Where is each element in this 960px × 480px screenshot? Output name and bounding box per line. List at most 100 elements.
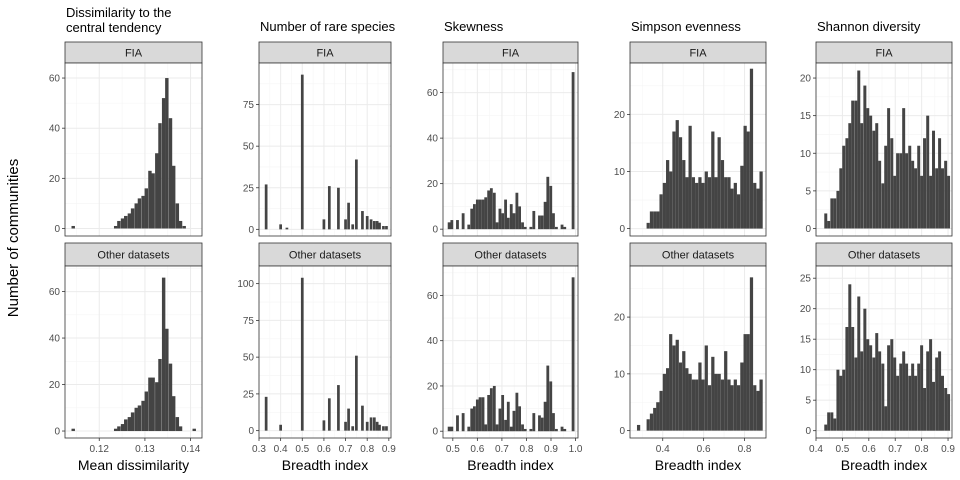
- column-title-line: Shannon diversity: [817, 19, 921, 34]
- histogram-bar: [165, 78, 169, 229]
- facet-strip-label: FIA: [689, 48, 707, 60]
- y-tick-label: 15: [800, 335, 812, 346]
- histogram-bar: [902, 108, 906, 229]
- histogram-bar: [854, 357, 858, 431]
- panel-fia: FIA 0 25 50 75: [243, 41, 392, 237]
- histogram-bar: [711, 131, 715, 229]
- histogram-bar: [155, 153, 159, 229]
- y-tick-label: 20: [49, 380, 61, 391]
- histogram-bar: [552, 413, 555, 432]
- histogram-bar: [264, 184, 268, 230]
- histogram-bar: [666, 368, 670, 431]
- histogram-bar: [347, 202, 350, 230]
- y-tick-label: 0: [432, 225, 438, 236]
- histogram-bar: [504, 419, 508, 432]
- histogram-bar: [141, 195, 145, 229]
- histogram-bar: [487, 190, 491, 230]
- histogram-bar: [473, 204, 476, 230]
- histogram-bar: [672, 131, 676, 229]
- panel-border: [258, 62, 392, 237]
- histogram-bar: [484, 424, 488, 432]
- histogram-bar: [171, 396, 176, 432]
- histogram-bar: [512, 410, 516, 432]
- panel-border: [64, 62, 203, 237]
- histogram-bar: [727, 379, 731, 431]
- y-tick-label: 20: [800, 304, 812, 315]
- histogram-bar: [549, 185, 553, 230]
- y-tick-label: 60: [49, 74, 61, 85]
- histogram-bar: [327, 398, 331, 431]
- y-tick-label: 20: [614, 313, 626, 324]
- histogram-bar: [355, 159, 358, 230]
- histogram-bar: [917, 145, 921, 229]
- histogram-bar: [456, 220, 459, 230]
- histogram-bar: [878, 160, 882, 229]
- column-title-line: Number of rare species: [260, 19, 396, 34]
- histogram-bar: [521, 222, 524, 230]
- histogram-bar: [571, 277, 575, 432]
- histogram-bar: [501, 213, 505, 230]
- histogram-bar: [509, 426, 513, 432]
- histogram-bar: [875, 123, 879, 229]
- x-axis-title: Breadth index: [841, 457, 927, 473]
- histogram-bar: [554, 428, 558, 432]
- histogram-bar: [506, 401, 510, 432]
- histogram-bar: [151, 173, 155, 229]
- y-tick-label: 0: [54, 427, 60, 438]
- histogram-bar: [932, 381, 936, 431]
- histogram-bar: [830, 198, 834, 229]
- histogram-bar: [264, 396, 268, 431]
- histogram-bar: [717, 373, 721, 431]
- histogram-bar: [137, 405, 142, 432]
- histogram-bar: [127, 417, 132, 432]
- histogram-bar: [327, 186, 331, 230]
- y-tick-label: 0: [248, 426, 254, 437]
- histogram-bar: [698, 177, 702, 229]
- histogram-bar: [669, 171, 673, 229]
- x-tick-label: 0.5: [835, 444, 849, 455]
- histogram-bar: [920, 175, 924, 229]
- histogram-bar: [71, 428, 75, 432]
- histogram-bar: [492, 192, 496, 230]
- histogram-bar: [563, 226, 567, 230]
- histogram-bar: [890, 339, 894, 431]
- histogram-bar: [944, 160, 948, 229]
- y-tick-label: 0: [54, 224, 60, 235]
- plot-background: [65, 63, 202, 236]
- histogram-bar: [515, 192, 519, 230]
- histogram-bar: [461, 213, 465, 230]
- panel-border: [815, 265, 953, 439]
- x-tick-label: 0.5: [446, 444, 460, 455]
- x-tick-label: 0.6: [862, 444, 876, 455]
- histogram-bar: [887, 345, 891, 431]
- histogram-bar: [730, 188, 734, 229]
- histogram-bar: [134, 203, 138, 229]
- histogram-bar: [178, 426, 183, 432]
- histogram-bar: [344, 219, 347, 230]
- histogram-bar: [489, 188, 493, 230]
- histogram-bar: [759, 379, 763, 431]
- histogram-bar: [827, 412, 831, 431]
- histogram-bar: [824, 424, 828, 431]
- plot-background: [443, 266, 578, 438]
- panel-other-datasets: Other datasets 0 10 20: [614, 242, 767, 439]
- histogram-bar: [467, 224, 471, 230]
- histogram-bar: [489, 388, 493, 432]
- histogram-bar: [884, 145, 888, 229]
- histogram-bar: [137, 198, 142, 229]
- histogram-bar: [375, 221, 379, 230]
- histogram-bar: [887, 108, 891, 229]
- histogram-bar: [518, 206, 521, 230]
- histogram-bar: [498, 408, 502, 432]
- histogram-bar: [344, 421, 347, 431]
- histogram-bar: [707, 177, 712, 229]
- histogram-bar: [501, 395, 505, 432]
- histogram-bar: [355, 355, 358, 431]
- histogram-bar: [736, 194, 741, 229]
- histogram-bar: [478, 199, 482, 230]
- histogram-bar: [532, 413, 536, 432]
- panel-other-datasets: Other datasets 0 20 40 60: [427, 242, 579, 439]
- y-tick-label: 75: [243, 100, 255, 111]
- histogram-bar: [365, 421, 369, 431]
